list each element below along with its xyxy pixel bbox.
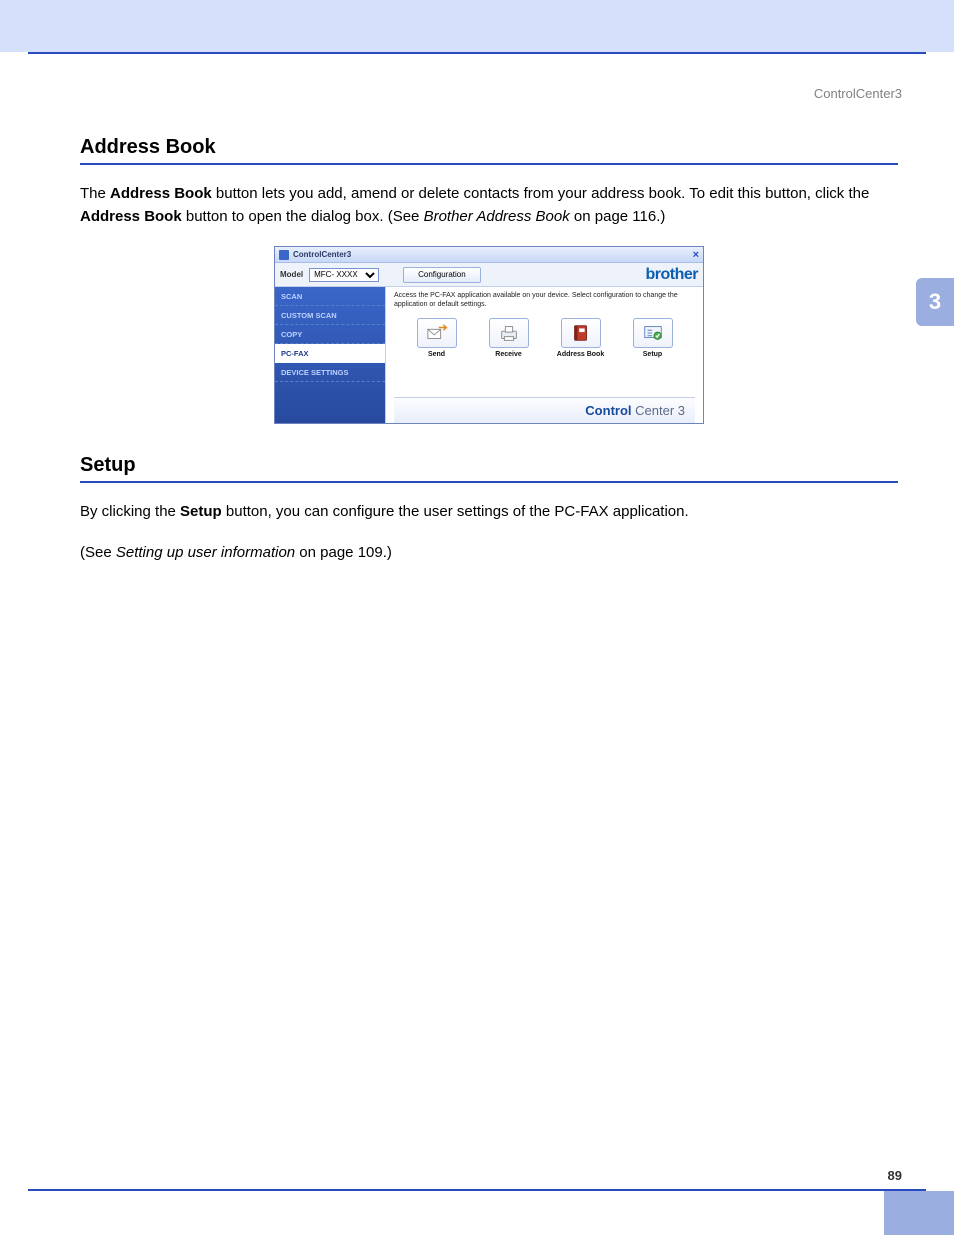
address-book-icon	[570, 323, 592, 343]
page-content: Address Book The Address Book button let…	[80, 136, 898, 582]
footer-bar: Control Center 3	[394, 397, 695, 423]
text: button, you can configure the user setti…	[222, 503, 689, 520]
text-bold: Address Book	[80, 208, 182, 225]
send-label: Send	[428, 351, 445, 358]
icon-row: Send Receive	[394, 318, 695, 358]
chapter-tab: 3	[916, 278, 954, 326]
setup-icon	[642, 323, 664, 343]
text: The	[80, 185, 110, 202]
hint-text: Access the PC-FAX application available …	[394, 292, 695, 310]
running-header: ControlCenter3	[814, 86, 902, 101]
receive-button[interactable]	[489, 318, 529, 348]
text-bold: Setup	[180, 503, 222, 520]
text-italic: Brother Address Book	[424, 208, 570, 225]
text: button lets you add, amend or delete con…	[212, 185, 870, 202]
footer-logo-bold: Control	[585, 403, 631, 418]
top-band	[0, 0, 954, 52]
bottom-rule	[28, 1189, 926, 1191]
model-label: Model	[280, 270, 303, 279]
app-window: ControlCenter3 × Model MFC- XXXX Configu…	[274, 246, 704, 424]
sidebar-item-device-settings[interactable]: DEVICE SETTINGS	[275, 363, 385, 382]
app-icon	[279, 250, 289, 260]
heading-address-book: Address Book	[80, 136, 898, 165]
page-number: 89	[888, 1168, 902, 1183]
footer-logo: Control Center 3	[585, 403, 685, 418]
text-bold: Address Book	[110, 185, 212, 202]
address-book-button[interactable]	[561, 318, 601, 348]
icon-cell-setup: Setup	[623, 318, 683, 358]
footer-logo-thin: Center 3	[632, 403, 685, 418]
send-icon	[426, 323, 448, 343]
send-button[interactable]	[417, 318, 457, 348]
receive-icon	[498, 323, 520, 343]
text: By clicking the	[80, 503, 180, 520]
sidebar-item-pc-fax[interactable]: PC-FAX	[275, 344, 385, 363]
model-select[interactable]: MFC- XXXX	[309, 268, 379, 282]
sidebar-item-copy[interactable]: COPY	[275, 325, 385, 344]
icon-cell-receive: Receive	[479, 318, 539, 358]
paragraph-setup-1: By clicking the Setup button, you can co…	[80, 501, 898, 524]
text: on page 116.)	[570, 208, 666, 225]
address-book-label: Address Book	[557, 351, 604, 358]
paragraph-address-book: The Address Book button lets you add, am…	[80, 183, 898, 228]
sidebar-item-custom-scan[interactable]: CUSTOM SCAN	[275, 306, 385, 325]
bottom-corner	[884, 1191, 954, 1235]
text: (See	[80, 544, 116, 561]
top-rule	[28, 52, 926, 54]
text: button to open the dialog box. (See	[182, 208, 424, 225]
toolbar: Model MFC- XXXX Configuration brother	[275, 263, 703, 287]
screenshot-container: ControlCenter3 × Model MFC- XXXX Configu…	[80, 246, 898, 424]
close-icon[interactable]: ×	[693, 249, 699, 261]
setup-button[interactable]	[633, 318, 673, 348]
icon-cell-send: Send	[407, 318, 467, 358]
receive-label: Receive	[495, 351, 521, 358]
configuration-button[interactable]: Configuration	[403, 267, 481, 283]
app-body: SCAN CUSTOM SCAN COPY PC-FAX DEVICE SETT…	[275, 287, 703, 423]
window-title: ControlCenter3	[293, 250, 351, 259]
sidebar-item-scan[interactable]: SCAN	[275, 287, 385, 306]
icon-cell-address-book: Address Book	[551, 318, 611, 358]
main-pane: Access the PC-FAX application available …	[385, 287, 703, 423]
text: on page 109.)	[295, 544, 392, 561]
sidebar: SCAN CUSTOM SCAN COPY PC-FAX DEVICE SETT…	[275, 287, 385, 423]
setup-label: Setup	[643, 351, 662, 358]
titlebar: ControlCenter3 ×	[275, 247, 703, 263]
paragraph-setup-2: (See Setting up user information on page…	[80, 542, 898, 565]
text-italic: Setting up user information	[116, 544, 295, 561]
brand-logo: brother	[646, 266, 699, 284]
heading-setup: Setup	[80, 454, 898, 483]
